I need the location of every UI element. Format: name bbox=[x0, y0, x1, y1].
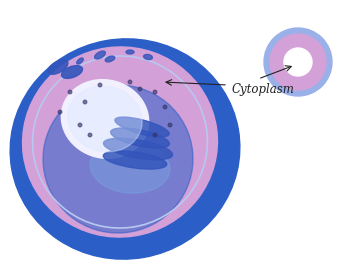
Circle shape bbox=[270, 34, 326, 90]
Ellipse shape bbox=[61, 80, 149, 158]
Circle shape bbox=[58, 110, 62, 114]
Text: Cytoplasm: Cytoplasm bbox=[232, 83, 295, 96]
Ellipse shape bbox=[48, 60, 68, 74]
Ellipse shape bbox=[111, 128, 170, 148]
Ellipse shape bbox=[90, 141, 170, 193]
Ellipse shape bbox=[10, 39, 240, 259]
Ellipse shape bbox=[103, 138, 172, 160]
Circle shape bbox=[264, 28, 332, 96]
Ellipse shape bbox=[68, 86, 142, 152]
Circle shape bbox=[128, 80, 132, 84]
Circle shape bbox=[284, 48, 312, 76]
Circle shape bbox=[78, 123, 82, 127]
Circle shape bbox=[98, 83, 102, 87]
Circle shape bbox=[88, 133, 92, 137]
Circle shape bbox=[168, 123, 172, 127]
Ellipse shape bbox=[43, 85, 193, 233]
Ellipse shape bbox=[95, 51, 105, 59]
Ellipse shape bbox=[77, 58, 83, 64]
Ellipse shape bbox=[144, 54, 152, 60]
Circle shape bbox=[163, 105, 167, 109]
Circle shape bbox=[138, 87, 142, 91]
Circle shape bbox=[153, 90, 157, 94]
Ellipse shape bbox=[105, 56, 115, 62]
Ellipse shape bbox=[126, 50, 134, 54]
Circle shape bbox=[153, 133, 157, 137]
Circle shape bbox=[68, 90, 72, 94]
Ellipse shape bbox=[103, 151, 167, 169]
Circle shape bbox=[83, 100, 87, 104]
Ellipse shape bbox=[23, 47, 217, 237]
Ellipse shape bbox=[62, 66, 82, 78]
Ellipse shape bbox=[115, 117, 169, 137]
